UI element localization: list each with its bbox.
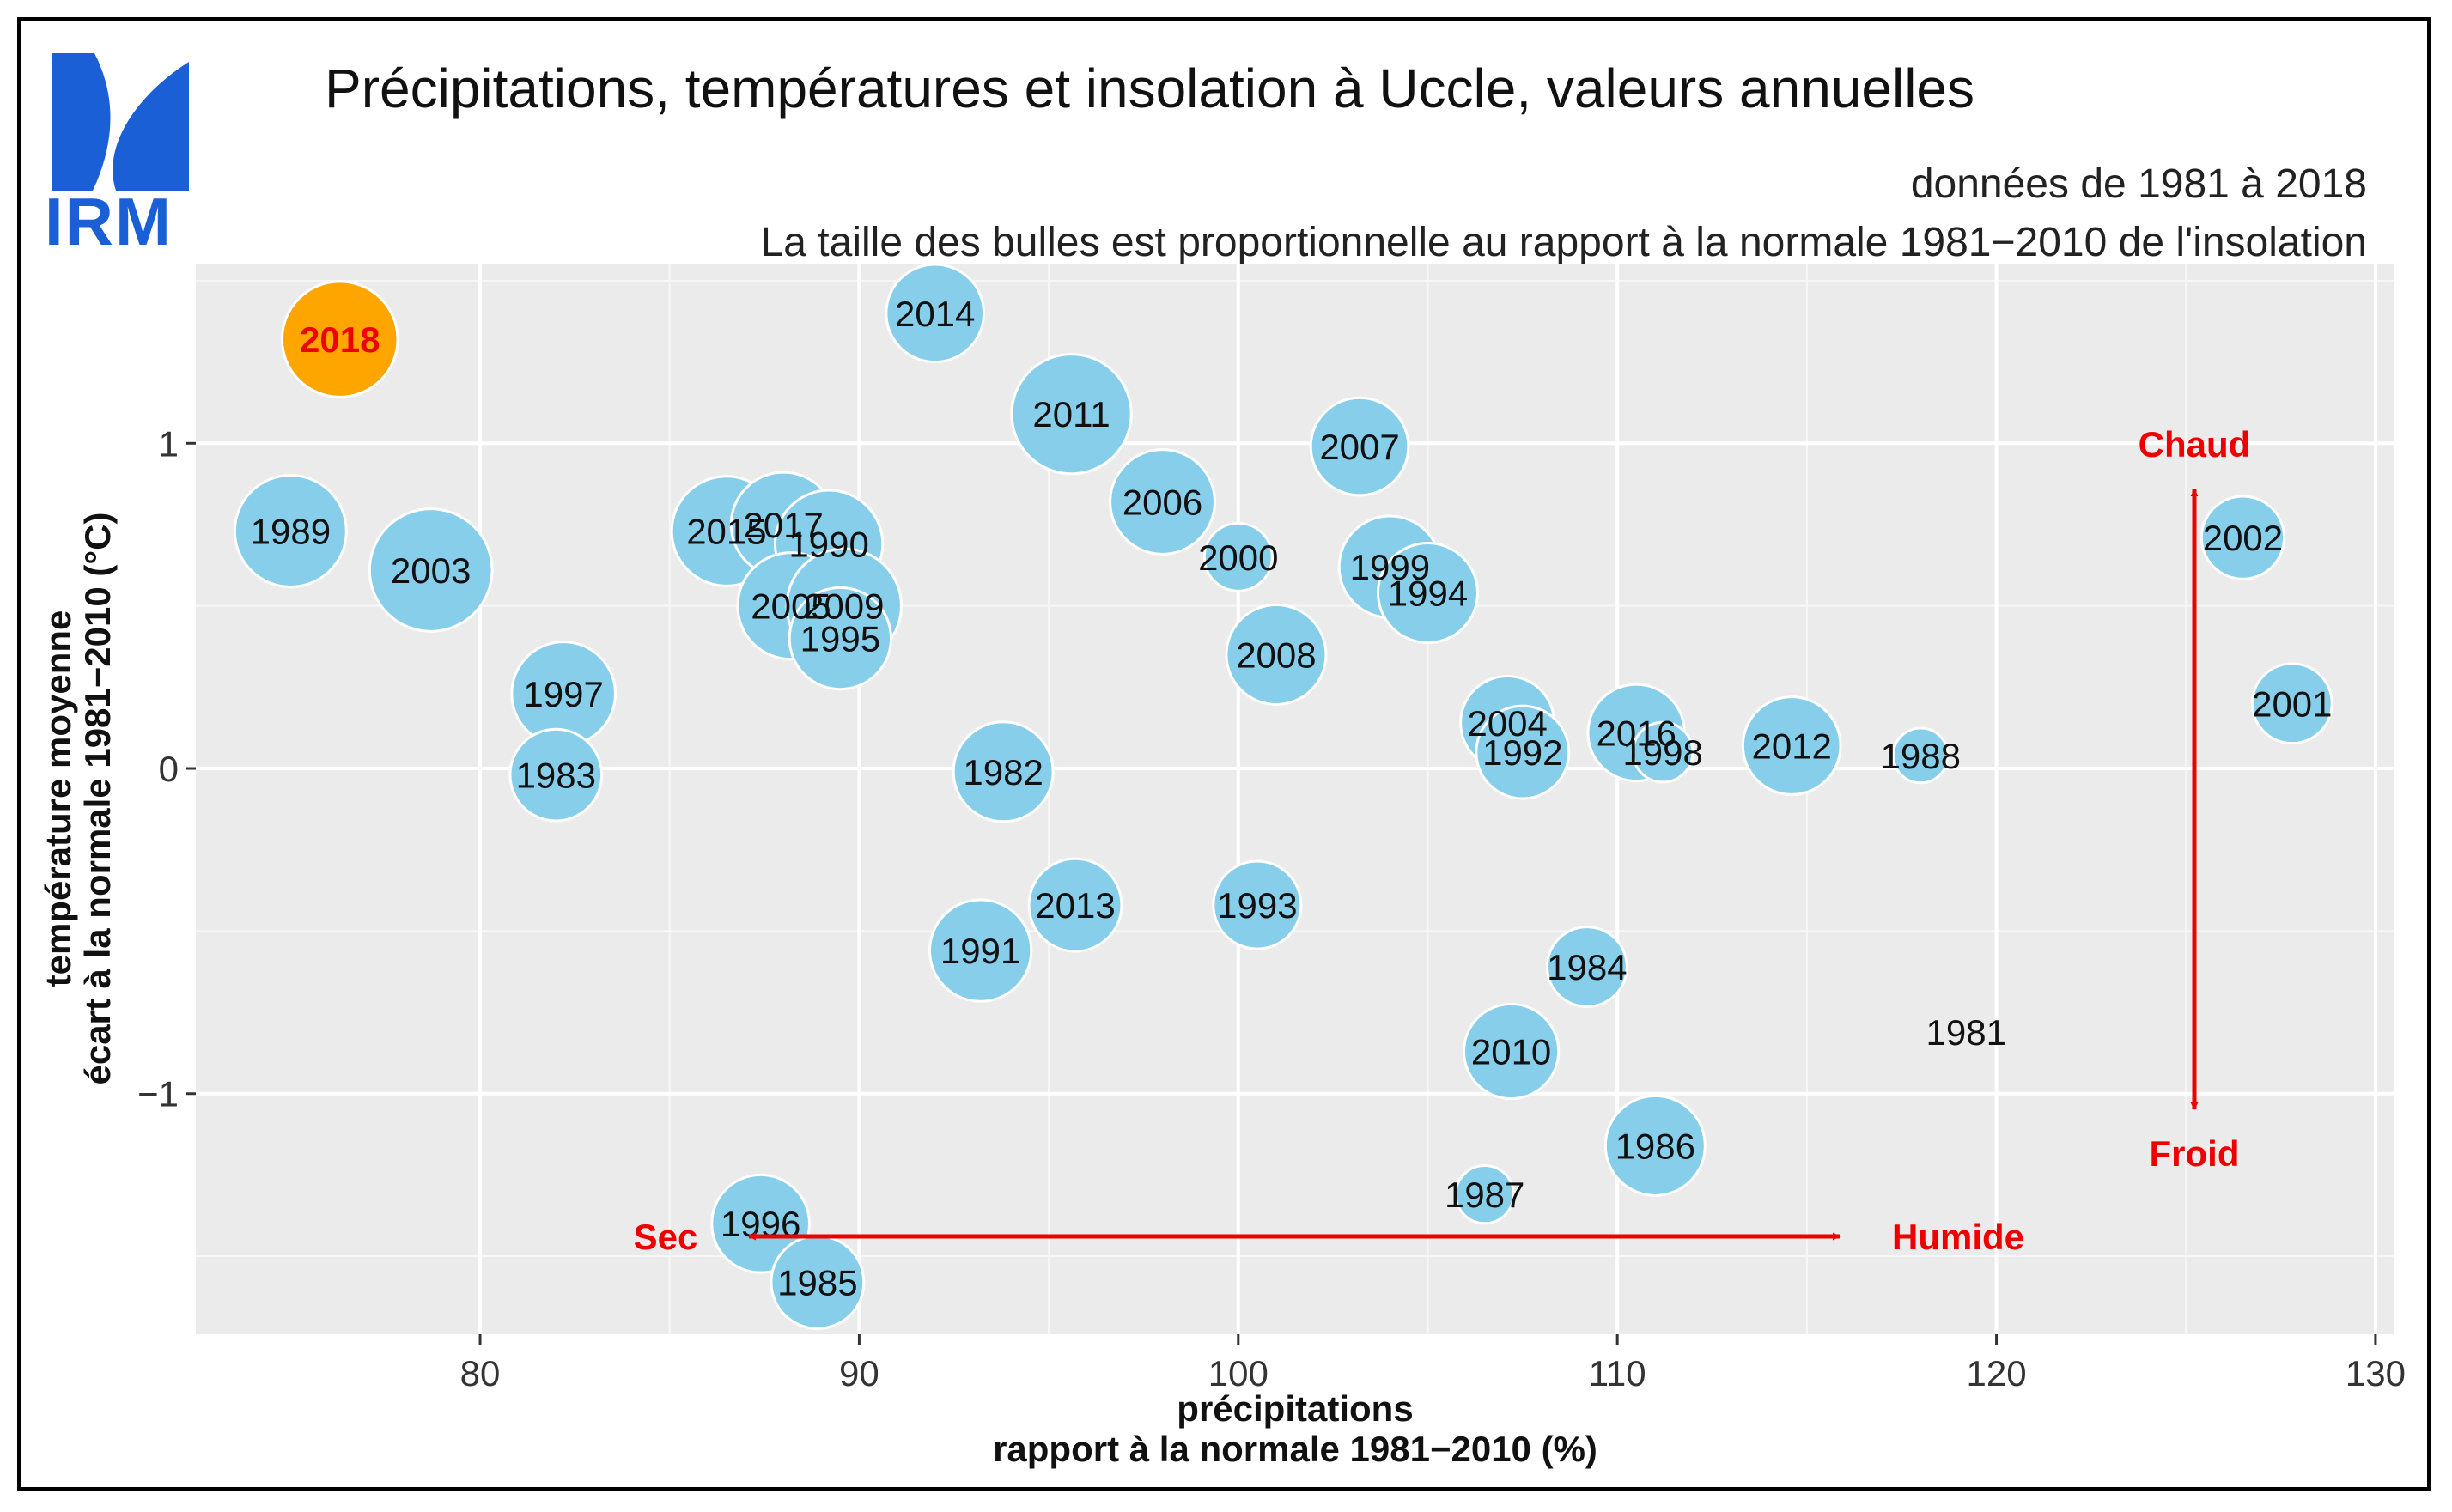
irm-logo: IRM <box>45 53 189 259</box>
irm-logo-left-shape <box>52 53 111 191</box>
bubble-1982 <box>952 720 1055 823</box>
bubble-label-1988: 1988 <box>1881 736 1961 776</box>
bubble-label-1987: 1987 <box>1445 1175 1524 1215</box>
grid-lines <box>196 264 2394 1334</box>
bubble-label-1997: 1997 <box>523 674 603 714</box>
bubble-label-1998: 1998 <box>1622 732 1702 773</box>
bubble-1988 <box>1891 726 1950 785</box>
bubble-label-1991: 1991 <box>940 931 1020 971</box>
bubble-label-2004: 2004 <box>1467 703 1547 744</box>
bubble-label-1985: 1985 <box>777 1262 857 1303</box>
x-axis-ticks: 80 90 100 110 120 130 <box>460 1334 2406 1394</box>
bubble-label-2014: 2014 <box>895 294 975 334</box>
bubble-label-1999: 1999 <box>1350 547 1430 587</box>
bubble-label-1986: 1986 <box>1615 1126 1695 1166</box>
bubble-2002 <box>2199 495 2286 580</box>
bubble-layer <box>233 263 2333 1330</box>
bubble-label-2001: 2001 <box>2252 683 2332 724</box>
x-tick-label: 80 <box>460 1353 501 1394</box>
x-axis-label-line2: rapport à la normale 1981−2010 (%) <box>993 1429 1597 1469</box>
bubble-1998 <box>1631 720 1694 784</box>
bubble-1995 <box>788 586 893 691</box>
bubble-label-2009: 2009 <box>804 586 884 627</box>
bubble-1989 <box>233 474 348 589</box>
bubble-1991 <box>928 898 1033 1003</box>
bubble-label-2007: 2007 <box>1319 427 1399 467</box>
y-tick-label: 1 <box>159 423 179 464</box>
y-axis-label-line1: température moyenne <box>38 610 78 987</box>
bubble-label-2006: 2006 <box>1123 482 1202 522</box>
bubble-2001 <box>2250 662 2333 745</box>
bubble-label-2018: 2018 <box>300 319 380 360</box>
bubble-2006 <box>1109 448 1216 556</box>
y-axis-label-line2: écart à la normale 1981−2010 (°C) <box>77 512 118 1084</box>
bubble-label-2008: 2008 <box>1236 635 1316 675</box>
bubble-1983 <box>508 727 604 823</box>
bubble-2010 <box>1462 1002 1561 1101</box>
bubble-label-2010: 2010 <box>1471 1032 1551 1072</box>
x-tick-label: 110 <box>1589 1353 1646 1394</box>
y-tick-label: 0 <box>159 749 179 789</box>
bubble-label-2002: 2002 <box>2203 518 2283 558</box>
bubble-1993 <box>1212 859 1303 950</box>
chart-title: Précipitations, températures et insolati… <box>325 58 1974 119</box>
bubble-2007 <box>1309 396 1410 497</box>
bubble-label-1982: 1982 <box>963 752 1043 792</box>
y-tick-label: −1 <box>137 1074 179 1114</box>
irm-logo-right-shape <box>113 62 189 191</box>
bubble-label-2003: 2003 <box>391 550 471 591</box>
bubble-label-1983: 1983 <box>516 756 596 796</box>
bubble-label-2013: 2013 <box>1035 885 1115 926</box>
bubble-label-2011: 2011 <box>1032 394 1110 434</box>
bubble-label-2012: 2012 <box>1751 726 1831 767</box>
x-tick-label: 120 <box>1967 1353 2027 1394</box>
irm-logo-text: IRM <box>45 184 173 259</box>
bubble-label-2017: 2017 <box>743 505 823 545</box>
chart-subtitle-years: données de 1981 à 2018 <box>1911 161 2367 207</box>
x-tick-label: 130 <box>2346 1353 2406 1394</box>
bubble-2014 <box>885 263 986 364</box>
x-axis-label-line1: précipitations <box>1177 1388 1413 1429</box>
annotation-chaud: Chaud <box>2139 424 2251 465</box>
bubble-label-1994: 1994 <box>1388 574 1468 614</box>
bubble-1994 <box>1376 542 1479 645</box>
bubble-label-1981: 1981 <box>1926 1012 2006 1053</box>
bubble-2000 <box>1202 521 1274 592</box>
x-tick-label: 90 <box>839 1353 879 1394</box>
bubble-label-2005: 2005 <box>751 586 831 627</box>
bubble-2013 <box>1027 857 1123 953</box>
bubble-label-1993: 1993 <box>1217 885 1297 926</box>
bubble-2011 <box>1010 353 1133 476</box>
annotation-humide: Humide <box>1892 1217 2024 1257</box>
annotation-sec: Sec <box>634 1217 698 1257</box>
bubble-1992 <box>1475 704 1571 800</box>
annotation-froid: Froid <box>2150 1133 2240 1174</box>
bubble-1986 <box>1603 1094 1707 1197</box>
bubble-1984 <box>1545 926 1628 1008</box>
bubble-2018 <box>280 280 399 398</box>
bubble-label-2016: 2016 <box>1597 713 1676 753</box>
bubble-label-2000: 2000 <box>1198 537 1278 578</box>
bubble-label-1995: 1995 <box>800 619 880 659</box>
bubble-label-1984: 1984 <box>1547 947 1627 987</box>
bubble-1987 <box>1454 1164 1515 1225</box>
bubble-label-1989: 1989 <box>251 512 331 552</box>
chart-subtitle-bubbles: La taille des bulles est proportionnelle… <box>761 220 2367 265</box>
x-tick-label: 100 <box>1208 1353 1269 1394</box>
bubble-label-1992: 1992 <box>1482 732 1562 773</box>
bubble-label-2015: 2015 <box>686 512 766 552</box>
bubble-2012 <box>1741 695 1842 796</box>
y-axis-ticks: −1 0 1 <box>137 423 196 1114</box>
bubble-2008 <box>1225 603 1328 706</box>
bubble-2003 <box>368 507 494 633</box>
bubble-label-1990: 1990 <box>788 525 868 565</box>
